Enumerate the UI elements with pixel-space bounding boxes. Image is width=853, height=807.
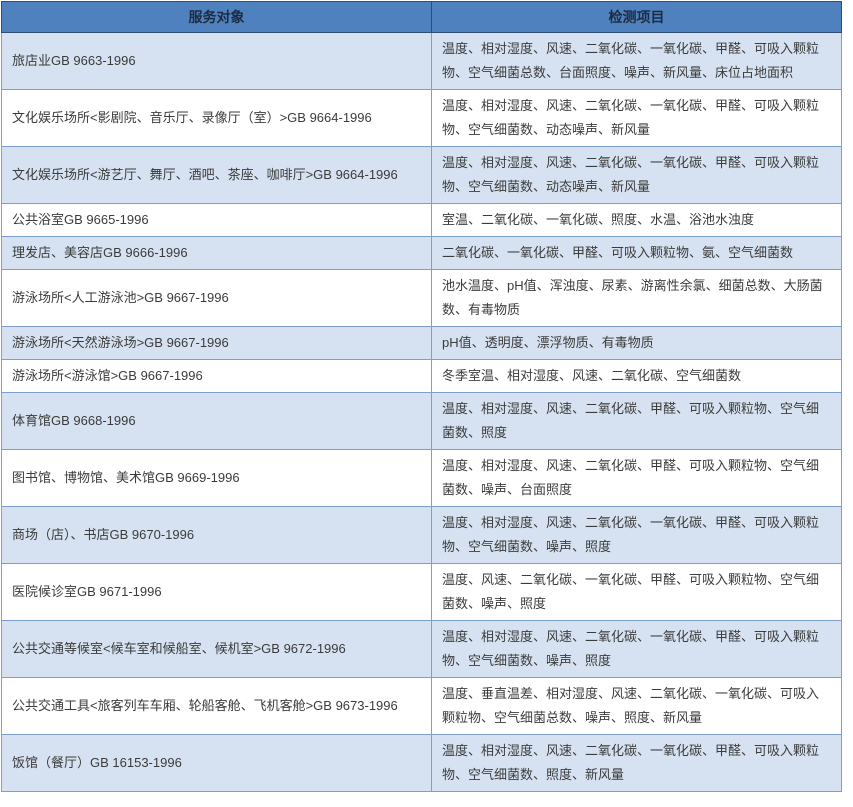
service-cell: 图书馆、博物馆、美术馆GB 9669-1996 [1,449,432,507]
table-row: 游泳场所<游泳馆>GB 9667-1996 冬季室温、相对湿度、风速、二氧化碳、空… [1,359,842,393]
table-row: 图书馆、博物馆、美术馆GB 9669-1996 温度、相对湿度、风速、二氧化碳、甲… [1,449,842,507]
table-body: 旅店业GB 9663-1996 温度、相对湿度、风速、二氧化碳、一氧化碳、甲醛、可… [1,32,842,792]
items-cell: 温度、相对湿度、风速、二氧化碳、一氧化碳、甲醛、可吸入颗粒物、空气细菌数、噪声、… [431,620,842,678]
table-row: 医院候诊室GB 9671-1996 温度、风速、二氧化碳、一氧化碳、甲醛、可吸入颗… [1,563,842,621]
items-cell: 温度、相对湿度、风速、二氧化碳、一氧化碳、甲醛、可吸入颗粒物、空气细菌数、动态噪… [431,89,842,147]
service-cell: 游泳场所<游泳馆>GB 9667-1996 [1,359,432,393]
table-row: 游泳场所<人工游泳池>GB 9667-1996 池水温度、pH值、浑浊度、尿素、游… [1,269,842,327]
table-row: 公共交通工具<旅客列车车厢、轮船客舱、飞机客舱>GB 9673-1996 温度、垂… [1,677,842,735]
table-row: 商场（店）、书店GB 9670-1996 温度、相对湿度、风速、二氧化碳、一氧化碳… [1,506,842,564]
column-header-items: 检测项目 [431,1,842,33]
service-cell: 商场（店）、书店GB 9670-1996 [1,506,432,564]
service-cell: 游泳场所<天然游泳场>GB 9667-1996 [1,326,432,360]
service-cell: 公共交通等候室<候车室和候船室、候机室>GB 9672-1996 [1,620,432,678]
service-cell: 饭馆（餐厅）GB 16153-1996 [1,734,432,792]
table-header: 服务对象 检测项目 [1,1,842,33]
table-row: 公共交通等候室<候车室和候船室、候机室>GB 9672-1996 温度、相对湿度、… [1,620,842,678]
table-row: 理发店、美容店GB 9666-1996 二氧化碳、一氧化碳、甲醛、可吸入颗粒物、氨… [1,236,842,270]
column-header-service: 服务对象 [1,1,432,33]
items-cell: 温度、相对湿度、风速、二氧化碳、一氧化碳、甲醛、可吸入颗粒物、空气细菌数、噪声、… [431,506,842,564]
standards-table: 服务对象 检测项目 旅店业GB 9663-1996 温度、相对湿度、风速、二氧化碳… [1,1,842,792]
items-cell: 二氧化碳、一氧化碳、甲醛、可吸入颗粒物、氨、空气细菌数 [431,236,842,270]
items-cell: 温度、相对湿度、风速、二氧化碳、一氧化碳、甲醛、可吸入颗粒物、空气细菌总数、台面… [431,32,842,90]
service-cell: 体育馆GB 9668-1996 [1,392,432,450]
service-cell: 文化娱乐场所<游艺厅、舞厅、酒吧、茶座、咖啡厅>GB 9664-1996 [1,146,432,204]
service-cell: 理发店、美容店GB 9666-1996 [1,236,432,270]
service-cell: 公共浴室GB 9665-1996 [1,203,432,237]
service-cell: 公共交通工具<旅客列车车厢、轮船客舱、飞机客舱>GB 9673-1996 [1,677,432,735]
items-cell: pH值、透明度、漂浮物质、有毒物质 [431,326,842,360]
service-cell: 游泳场所<人工游泳池>GB 9667-1996 [1,269,432,327]
items-cell: 温度、垂直温差、相对湿度、风速、二氧化碳、一氧化碳、可吸入颗粒物、空气细菌总数、… [431,677,842,735]
service-cell: 旅店业GB 9663-1996 [1,32,432,90]
items-cell: 池水温度、pH值、浑浊度、尿素、游离性余氯、细菌总数、大肠菌数、有毒物质 [431,269,842,327]
items-cell: 温度、相对湿度、风速、二氧化碳、一氧化碳、甲醛、可吸入颗粒物、空气细菌数、动态噪… [431,146,842,204]
items-cell: 室温、二氧化碳、一氧化碳、照度、水温、浴池水浊度 [431,203,842,237]
items-cell: 温度、相对湿度、风速、二氧化碳、甲醛、可吸入颗粒物、空气细菌数、噪声、台面照度 [431,449,842,507]
table-row: 旅店业GB 9663-1996 温度、相对湿度、风速、二氧化碳、一氧化碳、甲醛、可… [1,32,842,90]
table-row: 文化娱乐场所<游艺厅、舞厅、酒吧、茶座、咖啡厅>GB 9664-1996 温度、相… [1,146,842,204]
service-cell: 医院候诊室GB 9671-1996 [1,563,432,621]
table-row: 饭馆（餐厅）GB 16153-1996 温度、相对湿度、风速、二氧化碳、一氧化碳、… [1,734,842,792]
items-cell: 温度、相对湿度、风速、二氧化碳、一氧化碳、甲醛、可吸入颗粒物、空气细菌数、照度、… [431,734,842,792]
items-cell: 温度、风速、二氧化碳、一氧化碳、甲醛、可吸入颗粒物、空气细菌数、噪声、照度 [431,563,842,621]
header-row: 服务对象 检测项目 [1,1,842,33]
items-cell: 冬季室温、相对湿度、风速、二氧化碳、空气细菌数 [431,359,842,393]
table-row: 游泳场所<天然游泳场>GB 9667-1996 pH值、透明度、漂浮物质、有毒物质 [1,326,842,360]
service-cell: 文化娱乐场所<影剧院、音乐厅、录像厅（室）>GB 9664-1996 [1,89,432,147]
table-row: 文化娱乐场所<影剧院、音乐厅、录像厅（室）>GB 9664-1996 温度、相对湿… [1,89,842,147]
table-row: 体育馆GB 9668-1996 温度、相对湿度、风速、二氧化碳、甲醛、可吸入颗粒物… [1,392,842,450]
items-cell: 温度、相对湿度、风速、二氧化碳、甲醛、可吸入颗粒物、空气细菌数、照度 [431,392,842,450]
table-row: 公共浴室GB 9665-1996 室温、二氧化碳、一氧化碳、照度、水温、浴池水浊度 [1,203,842,237]
